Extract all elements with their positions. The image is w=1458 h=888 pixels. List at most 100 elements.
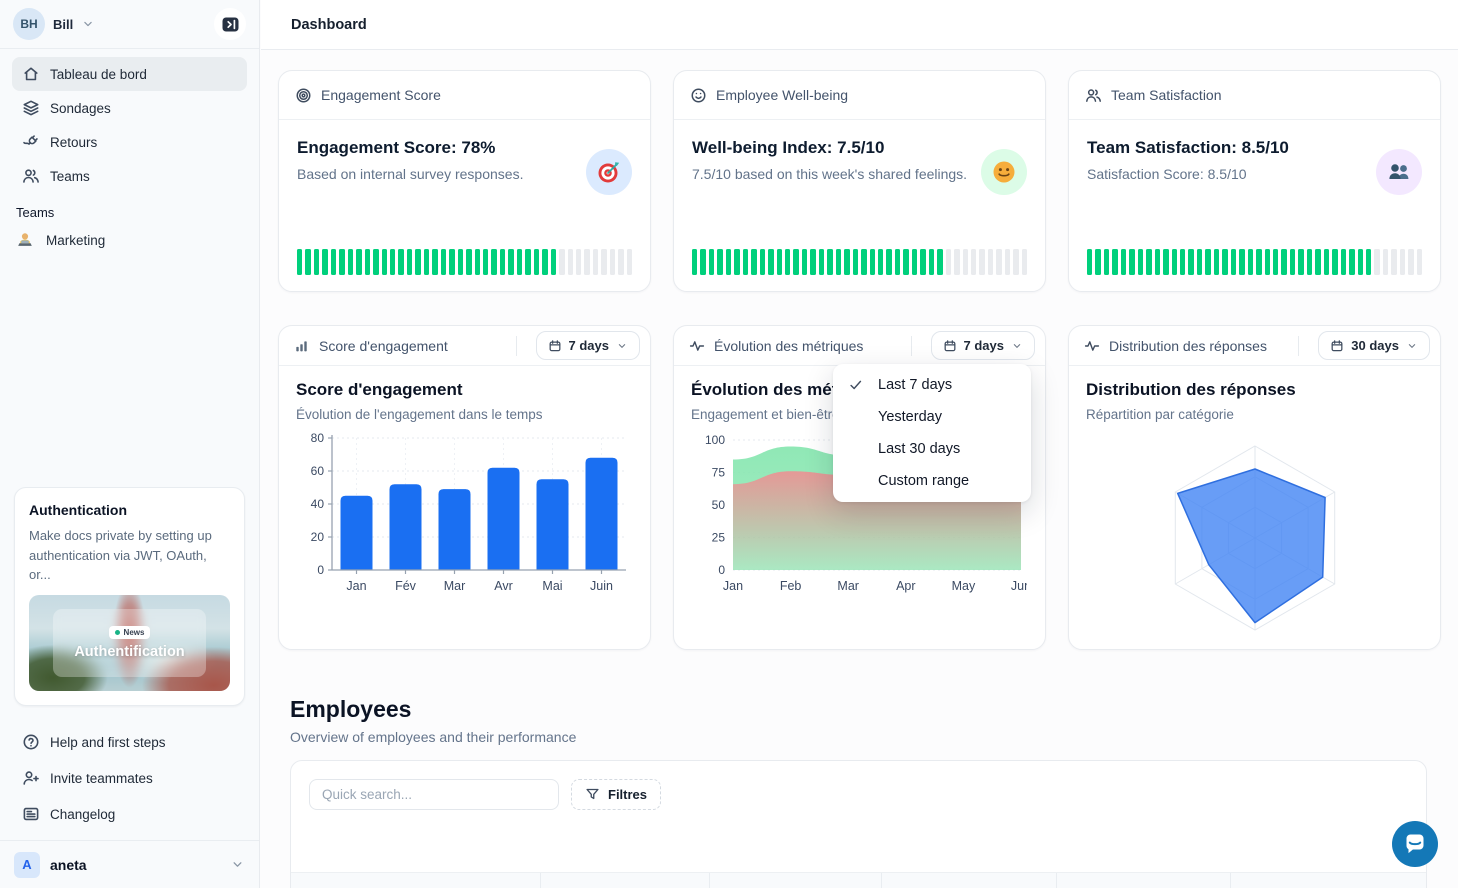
- plug-icon: [23, 135, 38, 145]
- calendar-icon: [944, 339, 955, 351]
- date-range-button[interactable]: 30 days: [1318, 331, 1430, 360]
- chat-widget-button[interactable]: [1392, 821, 1438, 867]
- sidebar-item-teams[interactable]: Teams: [12, 159, 247, 193]
- sidebar-item-retours[interactable]: Retours: [12, 125, 247, 159]
- svg-text:60: 60: [311, 464, 325, 478]
- column-header-tasks[interactable]: Tasks: [1231, 873, 1426, 888]
- column-header-team[interactable]: Team: [540, 873, 711, 888]
- news-badge: News: [108, 625, 151, 639]
- date-range-button[interactable]: 7 days: [535, 331, 640, 360]
- menu-item-last-30-days[interactable]: Last 30 days: [878, 441, 961, 457]
- svg-text:Avr: Avr: [494, 579, 513, 593]
- stat-value: Team Satisfaction: 8.5/10: [1087, 138, 1289, 157]
- svg-text:80: 80: [311, 431, 325, 445]
- svg-text:Jan: Jan: [723, 579, 743, 593]
- employees-title: Employees: [290, 696, 412, 722]
- date-range-button[interactable]: 7 days: [930, 331, 1035, 360]
- help-circle-icon: [23, 734, 39, 750]
- menu-item-custom-range[interactable]: Custom range: [878, 473, 970, 489]
- target-icon: [296, 88, 311, 102]
- chart-title: Distribution des réponses: [1086, 380, 1296, 399]
- funnel-icon: [586, 788, 599, 800]
- check-icon: [850, 380, 862, 390]
- date-range-menu: Last 7 days Yesterday Last 30 days Custom r…: [833, 364, 1031, 502]
- svg-text:Jan: Jan: [346, 579, 366, 593]
- column-header-performance[interactable]: Performance: [1056, 873, 1232, 888]
- chart-subtitle: Engagement et bien-être: [691, 407, 840, 422]
- users-icon: [1086, 88, 1101, 102]
- stat-card-wellbeing: Employee Well-being Well-being Index: 7.…: [673, 70, 1046, 292]
- chevron-down-icon[interactable]: [81, 17, 95, 31]
- progress-bar: [692, 249, 1028, 275]
- user-avatar[interactable]: BH: [13, 8, 45, 40]
- menu-item-yesterday[interactable]: Yesterday: [878, 409, 942, 425]
- svg-text:25: 25: [712, 531, 726, 545]
- column-header-participation[interactable]: Participation: [881, 873, 1057, 888]
- sidebar-section-teams: Teams: [16, 205, 55, 220]
- svg-text:75: 75: [712, 466, 726, 480]
- panel-collapse-icon: [222, 17, 238, 31]
- sidebar: BH Bill Tableau de bord Sondages Retours Te…: [0, 0, 260, 888]
- svg-text:Jun: Jun: [1011, 579, 1027, 593]
- chart-card-distribution: Distribution des réponses 30 days Distri…: [1068, 325, 1441, 650]
- workspace-avatar: A: [14, 851, 40, 878]
- user-name[interactable]: Bill: [53, 16, 74, 32]
- column-header-position[interactable]: Position: [710, 873, 882, 888]
- stat-subtitle: Satisfaction Score: 8.5/10: [1087, 166, 1247, 182]
- promo-card[interactable]: Authentication Make docs private by sett…: [14, 487, 245, 706]
- chart-card-header: Score d'engagement 7 days: [279, 326, 650, 366]
- smiling-face-emoji-icon: [981, 149, 1027, 195]
- svg-text:100: 100: [705, 433, 725, 447]
- busts-silhouette-emoji-icon: [1376, 149, 1422, 195]
- menu-item-last-7-days[interactable]: Last 7 days: [833, 369, 1031, 401]
- promo-image: News Authentification: [29, 594, 230, 691]
- sidebar-header: BH Bill: [0, 0, 259, 49]
- svg-text:0: 0: [718, 563, 725, 577]
- svg-text:Mar: Mar: [444, 579, 466, 593]
- column-header-user[interactable]: User: [291, 873, 541, 888]
- workspace-switcher[interactable]: A aneta: [0, 840, 259, 888]
- sidebar-nav: Tableau de bord Sondages Retours Teams: [0, 49, 259, 193]
- activity-icon: [689, 340, 705, 351]
- sidebar-item-sondages[interactable]: Sondages: [12, 91, 247, 125]
- page-title: Dashboard: [291, 16, 367, 33]
- smile-icon: [691, 88, 706, 102]
- stat-cards-row: Engagement Score Engagement Score: 78% B…: [278, 70, 1441, 292]
- sidebar-footer-nav: Help and first steps Invite teammates Chan…: [12, 724, 247, 832]
- newspaper-icon: [23, 807, 39, 821]
- svg-text:0: 0: [317, 563, 324, 577]
- chevron-down-icon: [1408, 343, 1416, 348]
- svg-text:40: 40: [311, 497, 325, 511]
- user-plus-icon: [23, 771, 39, 785]
- progress-bar: [1087, 249, 1423, 275]
- activity-icon: [1084, 340, 1100, 351]
- stat-card-header: Team Satisfaction: [1069, 71, 1440, 120]
- stat-value: Engagement Score: 78%: [297, 138, 496, 157]
- collapse-sidebar-button[interactable]: [214, 8, 246, 40]
- promo-glass-overlay: News Authentification: [53, 608, 206, 677]
- employees-table-card: Filtres UserTeamPositionParticipationPer…: [290, 760, 1427, 888]
- bar-chart-icon: [296, 340, 307, 351]
- stat-card-header: Employee Well-being: [674, 71, 1045, 120]
- filters-button[interactable]: Filtres: [571, 779, 662, 810]
- quick-search-input[interactable]: [309, 779, 559, 810]
- table-toolbar: Filtres: [291, 761, 1426, 828]
- sidebar-item-tableau-de-bord[interactable]: Tableau de bord: [12, 57, 247, 91]
- svg-text:May: May: [952, 579, 976, 593]
- target-dart-emoji-icon: [586, 149, 632, 195]
- stat-card-satisfaction: Team Satisfaction Team Satisfaction: 8.5…: [1068, 70, 1441, 292]
- chart-subtitle: Évolution de l'engagement dans le temps: [296, 407, 543, 422]
- sidebar-item-changelog[interactable]: Changelog: [12, 796, 247, 832]
- chart-title: Score d'engagement: [296, 380, 463, 399]
- sidebar-item-help-and-first-steps[interactable]: Help and first steps: [12, 724, 247, 760]
- chevron-down-icon: [618, 343, 626, 348]
- progress-bar: [297, 249, 633, 275]
- sidebar-item-marketing[interactable]: Marketing: [0, 222, 259, 258]
- news-dot-icon: [114, 629, 120, 635]
- sidebar-item-invite-teammates[interactable]: Invite teammates: [12, 760, 247, 796]
- svg-text:Mar: Mar: [837, 579, 859, 593]
- svg-text:Feb: Feb: [780, 579, 802, 593]
- svg-text:Mai: Mai: [542, 579, 562, 593]
- chat-bubble-icon: [1392, 821, 1438, 867]
- chart-card-header: Évolution des métriques 7 days: [674, 326, 1045, 366]
